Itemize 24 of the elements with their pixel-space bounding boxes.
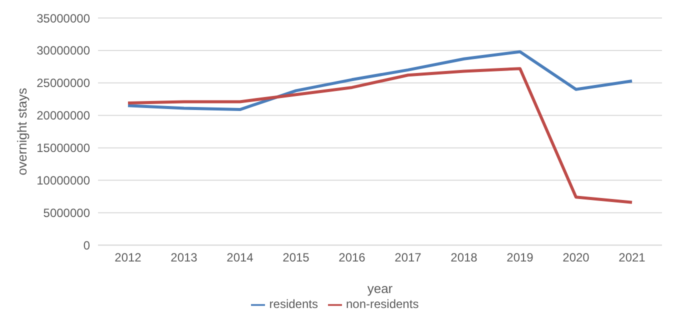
x-tick-label: 2021 bbox=[618, 250, 646, 265]
y-tick-label: 20000000 bbox=[36, 108, 90, 123]
line-series bbox=[126, 67, 634, 204]
y-tick-label: 35000000 bbox=[36, 11, 90, 26]
y-tick-label: 5000000 bbox=[43, 206, 90, 220]
x-tick-label: 2015 bbox=[282, 250, 310, 265]
x-tick-label: 2013 bbox=[170, 250, 198, 265]
y-tick-label: 10000000 bbox=[36, 174, 90, 188]
x-tick-label: 2014 bbox=[226, 250, 254, 265]
x-tick-label: 2016 bbox=[338, 250, 366, 265]
y-tick-label: 15000000 bbox=[36, 141, 90, 156]
y-tick-label: 30000000 bbox=[36, 44, 90, 58]
x-tick-label: 2020 bbox=[562, 250, 590, 265]
y-axis-title: overnight stays bbox=[14, 87, 30, 176]
x-tick-label: 2018 bbox=[450, 250, 478, 265]
x-tick-label: 2019 bbox=[506, 250, 534, 265]
y-tick-label: 25000000 bbox=[36, 76, 90, 90]
x-axis-title: year bbox=[367, 281, 394, 296]
legend-label: non-residents bbox=[346, 297, 419, 312]
legend-label: residents bbox=[269, 297, 318, 312]
line-series bbox=[126, 50, 634, 112]
x-tick-label: 2012 bbox=[114, 250, 142, 265]
x-tick-label: 2017 bbox=[394, 250, 422, 265]
y-tick-label: 0 bbox=[83, 238, 90, 252]
